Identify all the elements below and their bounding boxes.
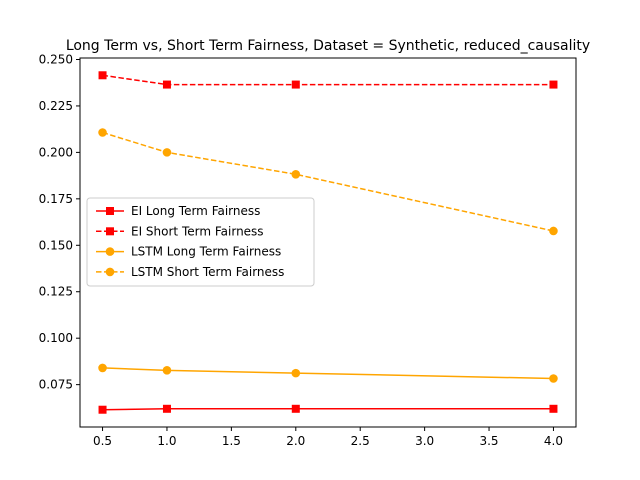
axes-frame bbox=[79, 57, 577, 428]
x-axis: 0.5 1.0 1.5 2.0 2.5 3.0 3.5 4.0 bbox=[93, 427, 563, 448]
data-point bbox=[291, 80, 300, 89]
data-point bbox=[549, 80, 558, 89]
x-tick-label: 0.5 bbox=[93, 434, 112, 448]
data-point bbox=[162, 80, 171, 89]
legend-marker bbox=[106, 227, 114, 236]
y-tick-label: 0.175 bbox=[39, 192, 73, 206]
x-tick-label: 2.5 bbox=[351, 434, 370, 448]
legend-marker bbox=[105, 247, 115, 256]
x-tick-label: 3.5 bbox=[479, 434, 498, 448]
data-point bbox=[98, 405, 107, 414]
data-point bbox=[291, 404, 300, 413]
data-point bbox=[98, 71, 107, 80]
data-point bbox=[162, 366, 172, 375]
series-line bbox=[102, 367, 554, 380]
legend-label: LSTM Short Term Fairness bbox=[131, 265, 284, 279]
legend-marker bbox=[105, 267, 115, 277]
chart-title: Long Term vs, Short Term Fairness, Datas… bbox=[66, 38, 590, 54]
x-tick-label: 1.0 bbox=[157, 434, 176, 448]
data-point bbox=[291, 368, 301, 378]
series-2 bbox=[98, 71, 558, 89]
data-point bbox=[162, 148, 172, 157]
data-point bbox=[549, 226, 558, 236]
y-axis: 0.075 0.100 0.125 0.150 0.175 0.200 0.225 0.250 bbox=[39, 52, 80, 392]
legend: EI Long Term Fairness EI Short Term Fairn… bbox=[86, 197, 315, 287]
data-point bbox=[291, 170, 301, 179]
data-point bbox=[549, 374, 558, 383]
plot-area bbox=[98, 71, 558, 414]
series-1 bbox=[98, 404, 558, 414]
x-tick-label: 2.0 bbox=[286, 434, 305, 448]
series-line bbox=[102, 408, 554, 411]
y-tick-label: 0.225 bbox=[39, 99, 73, 113]
y-tick-label: 0.125 bbox=[39, 285, 73, 299]
data-point bbox=[162, 404, 171, 413]
series-4 bbox=[98, 128, 558, 236]
y-tick-label: 0.150 bbox=[39, 238, 73, 252]
legend-label: EI Short Term Fairness bbox=[131, 224, 264, 238]
data-point bbox=[98, 128, 107, 137]
y-tick-label: 0.100 bbox=[39, 331, 73, 345]
legend-marker bbox=[106, 207, 114, 215]
series-line bbox=[102, 131, 554, 232]
x-tick-label: 1.5 bbox=[222, 434, 241, 448]
y-tick-label: 0.200 bbox=[39, 145, 73, 159]
series-3 bbox=[98, 363, 558, 383]
legend-label: LSTM Long Term Fairness bbox=[131, 245, 281, 259]
y-tick-label: 0.075 bbox=[39, 378, 73, 392]
x-tick-label: 4.0 bbox=[544, 434, 563, 448]
data-point bbox=[98, 363, 107, 373]
legend-box bbox=[86, 197, 315, 287]
data-point bbox=[549, 404, 558, 413]
y-tick-label: 0.250 bbox=[39, 52, 73, 66]
series-line bbox=[102, 74, 554, 86]
x-tick-label: 3.0 bbox=[415, 434, 434, 448]
legend-label: EI Long Term Fairness bbox=[131, 204, 260, 218]
